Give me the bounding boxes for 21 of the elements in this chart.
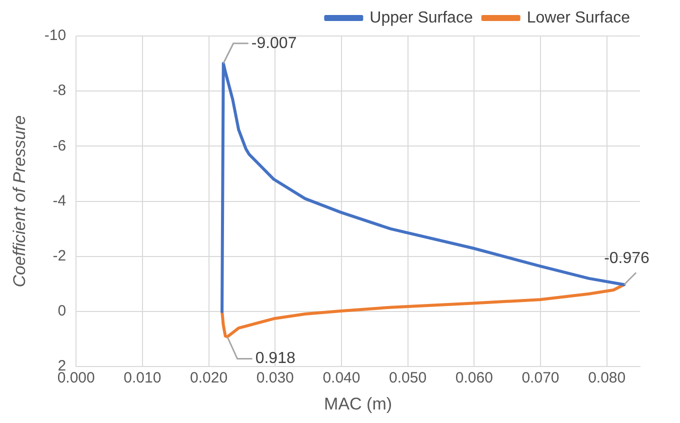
x-tick-label: 0.030 bbox=[256, 370, 294, 387]
y-tick-label: -8 bbox=[52, 82, 66, 100]
y-tick-label: -2 bbox=[52, 248, 66, 265]
annotation: -9.007 bbox=[251, 34, 297, 52]
x-tick-label: 0.010 bbox=[124, 370, 162, 387]
x-tick-label: 0.060 bbox=[455, 370, 493, 387]
y-tick-label: -4 bbox=[52, 192, 66, 210]
x-axis-title: MAC (m) bbox=[324, 394, 392, 414]
legend-label: Lower Surface bbox=[526, 9, 630, 26]
x-tick-label: 0.040 bbox=[322, 370, 360, 387]
x-tick-label: 0.080 bbox=[588, 370, 626, 387]
legend-label: Upper Surface bbox=[370, 9, 473, 26]
x-tick-label: 0.020 bbox=[190, 370, 228, 387]
annotation: -0.976 bbox=[604, 250, 650, 268]
y-tick-label: -10 bbox=[44, 27, 66, 44]
x-tick-label: 0.050 bbox=[389, 370, 427, 387]
annotation: 0.918 bbox=[255, 350, 296, 368]
y-axis-title: Coefficient of Pressure bbox=[10, 115, 29, 288]
y-tick-label: 0 bbox=[58, 302, 66, 320]
x-tick-label: 0.070 bbox=[522, 370, 560, 387]
y-tick-label: -6 bbox=[52, 137, 66, 154]
